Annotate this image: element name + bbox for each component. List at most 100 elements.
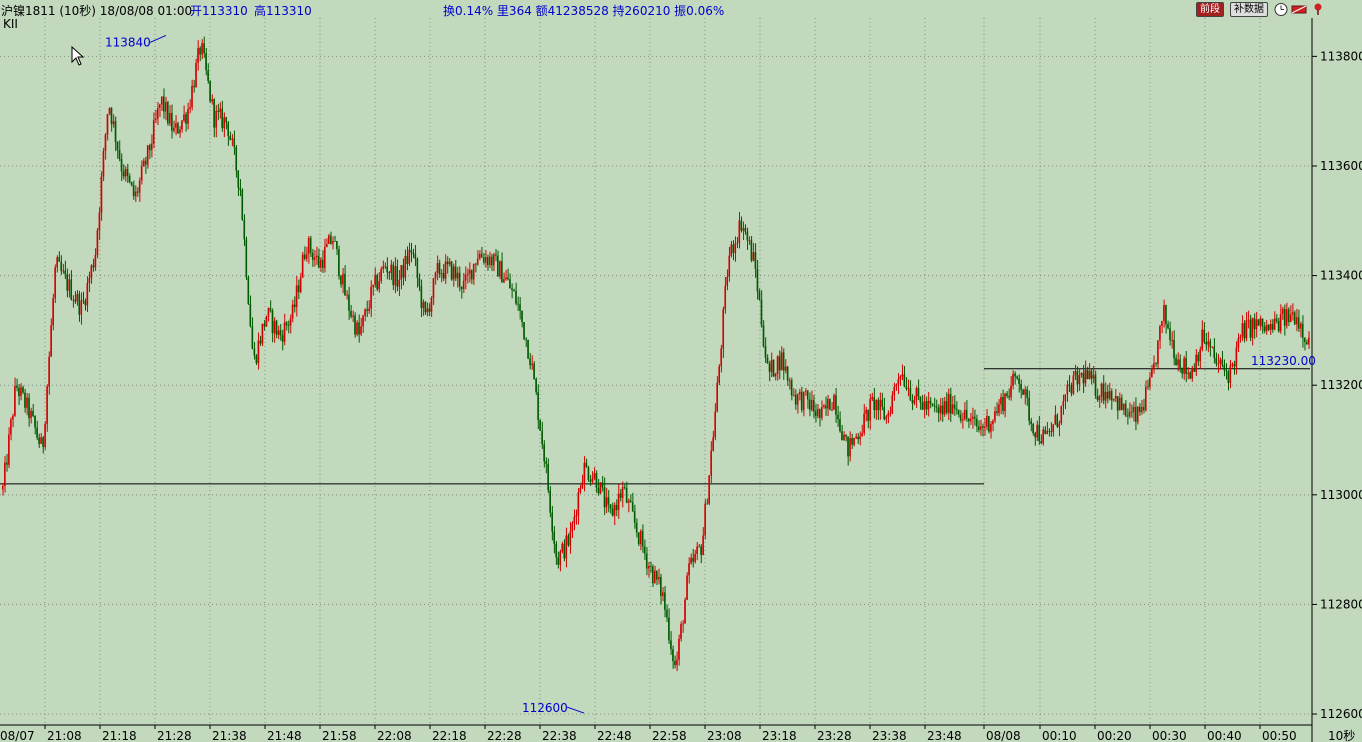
candle <box>374 267 376 288</box>
candle <box>1028 390 1030 426</box>
x-tick-label: 23:38 <box>872 729 907 742</box>
x-tick-label: 00:10 <box>1042 729 1077 742</box>
candle <box>1048 428 1051 437</box>
candle <box>818 408 821 427</box>
candle <box>871 392 873 402</box>
candle <box>32 403 34 418</box>
candle <box>50 318 52 357</box>
candle <box>1088 363 1091 380</box>
candle <box>281 329 284 351</box>
candle <box>177 121 179 135</box>
candle <box>94 248 97 271</box>
y-tick-label: 113800 <box>1320 49 1362 63</box>
candle <box>601 475 604 492</box>
candle <box>575 509 578 525</box>
candle <box>478 250 481 261</box>
candle <box>253 342 256 360</box>
candle <box>537 384 539 430</box>
candle <box>539 419 541 431</box>
candle <box>784 359 787 374</box>
candle <box>22 385 24 395</box>
candle <box>543 440 545 468</box>
candle <box>394 257 397 294</box>
candle <box>927 392 930 417</box>
candle <box>366 300 368 318</box>
x-tick-label: 23:28 <box>817 729 852 742</box>
candle <box>275 319 278 339</box>
candle <box>148 143 151 160</box>
candle <box>1295 308 1298 332</box>
candle <box>706 498 708 505</box>
candle <box>346 290 348 300</box>
clock-icon[interactable] <box>1274 3 1288 16</box>
candle <box>511 283 513 299</box>
candle <box>1259 315 1262 331</box>
candle <box>211 94 213 105</box>
candle <box>901 364 904 381</box>
candle <box>396 259 399 292</box>
candle <box>821 400 823 421</box>
candle <box>136 187 139 197</box>
candle <box>1241 315 1244 342</box>
candle <box>607 489 610 513</box>
candle <box>313 250 316 267</box>
candle <box>897 373 900 394</box>
candle <box>468 262 471 283</box>
candle <box>458 266 461 292</box>
x-tick-label: 23:48 <box>927 729 962 742</box>
y-tick-label: 113000 <box>1320 488 1362 502</box>
candle <box>1096 388 1099 402</box>
candle <box>1183 355 1185 380</box>
candle <box>364 308 366 322</box>
candle <box>1054 405 1057 426</box>
candle <box>325 238 328 248</box>
candle <box>237 170 240 196</box>
previous-segment-button[interactable]: 前段 <box>1196 2 1224 17</box>
candle <box>219 102 221 119</box>
candle <box>16 378 18 392</box>
candle <box>1301 315 1304 348</box>
candle <box>825 396 827 417</box>
candle <box>1275 314 1278 324</box>
candle <box>2 482 4 496</box>
x-tick-label: 00:30 <box>1152 729 1187 742</box>
candle <box>1263 322 1266 334</box>
x-tick-label: 23:08 <box>707 729 742 742</box>
candle <box>164 96 167 121</box>
candle <box>1227 370 1230 391</box>
x-tick-label: 00:50 <box>1262 729 1297 742</box>
line-tool-icon[interactable] <box>1291 5 1307 14</box>
candle <box>100 171 103 221</box>
open-price-label: 开113310 <box>190 4 248 18</box>
candle <box>1201 320 1203 352</box>
candle <box>1231 362 1234 368</box>
candle <box>973 409 976 426</box>
candle <box>34 415 36 435</box>
candle <box>718 364 720 386</box>
candle <box>1038 416 1040 445</box>
pin-icon[interactable] <box>1314 3 1322 16</box>
candle <box>919 396 922 410</box>
candle <box>420 279 423 318</box>
candle <box>1064 394 1067 410</box>
candle <box>1243 320 1246 343</box>
candle <box>696 542 698 561</box>
candle <box>591 471 594 485</box>
candle <box>456 266 459 288</box>
candle <box>54 264 56 303</box>
candle <box>853 437 855 447</box>
candle <box>171 104 173 139</box>
candle <box>1211 346 1214 349</box>
fill-data-button[interactable]: 补数据 <box>1230 2 1268 17</box>
candle <box>1140 399 1143 415</box>
candle <box>150 134 153 158</box>
candle <box>597 478 600 496</box>
candle <box>362 314 364 333</box>
candle <box>788 377 791 390</box>
candle <box>804 387 807 396</box>
candle <box>24 388 26 413</box>
candle <box>470 269 473 285</box>
candle <box>905 377 908 391</box>
candle <box>517 296 519 311</box>
candle <box>639 529 642 551</box>
